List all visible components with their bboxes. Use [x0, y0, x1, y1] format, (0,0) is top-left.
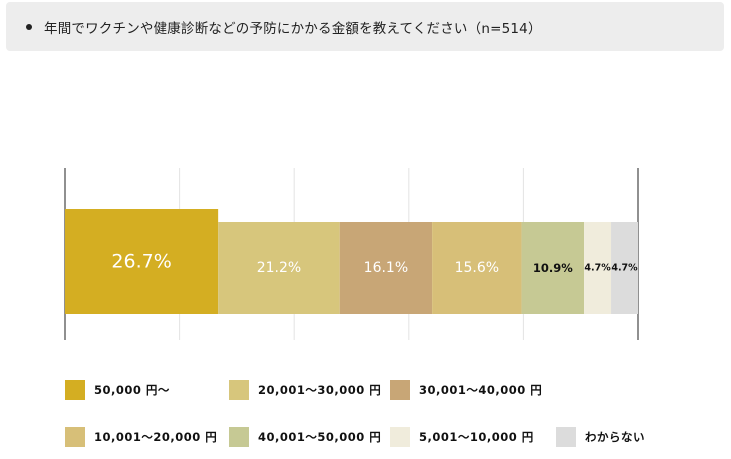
data-label: 26.7% — [111, 251, 171, 273]
legend-swatch — [390, 380, 410, 400]
legend-item: 10,001～20,000 円 — [65, 427, 217, 447]
legend-item: わからない — [556, 427, 645, 447]
legend-label: 30,001～40,000 円 — [419, 383, 543, 397]
bullet-icon — [26, 23, 32, 30]
legend-item: 40,001～50,000 円 — [229, 427, 381, 447]
legend-label: 40,001～50,000 円 — [258, 430, 382, 444]
data-label: 10.9% — [533, 261, 573, 275]
legend-item: 5,001～10,000 円 — [390, 427, 534, 447]
bar-segment — [432, 222, 522, 314]
bar-segment — [339, 222, 433, 314]
question-box: 年間でワクチンや健康診断などの予防にかかる金額を教えてください（n=514） — [6, 2, 724, 51]
legend-item: 30,001～40,000 円 — [390, 380, 542, 400]
legend-swatch — [229, 380, 249, 400]
data-label: 4.7% — [584, 263, 611, 274]
data-label: 16.1% — [364, 260, 408, 276]
legend-item: 20,001～30,000 円 — [229, 380, 381, 400]
legend-label: わからない — [585, 430, 645, 444]
bar-segment — [218, 222, 340, 314]
data-label: 4.7% — [611, 263, 638, 274]
legend-swatch — [229, 427, 249, 447]
legend-label: 5,001～10,000 円 — [419, 430, 534, 444]
bar-segment — [584, 222, 612, 314]
bar-segment — [65, 209, 219, 314]
question-text: 年間でワクチンや健康診断などの予防にかかる金額を教えてください（n=514） — [44, 20, 542, 37]
legend-swatch — [556, 427, 576, 447]
data-label: 21.2% — [257, 260, 301, 276]
legend-label: 50,000 円～ — [94, 383, 170, 397]
bar-segment — [611, 222, 638, 314]
legend-label: 20,001～30,000 円 — [258, 383, 382, 397]
bar-segment — [521, 222, 585, 314]
legend-swatch — [65, 427, 85, 447]
legend-label: 10,001～20,000 円 — [94, 430, 218, 444]
legend-swatch — [65, 380, 85, 400]
data-label: 15.6% — [455, 260, 499, 276]
legend-item: 50,000 円～ — [65, 380, 170, 400]
legend-swatch — [390, 427, 410, 447]
